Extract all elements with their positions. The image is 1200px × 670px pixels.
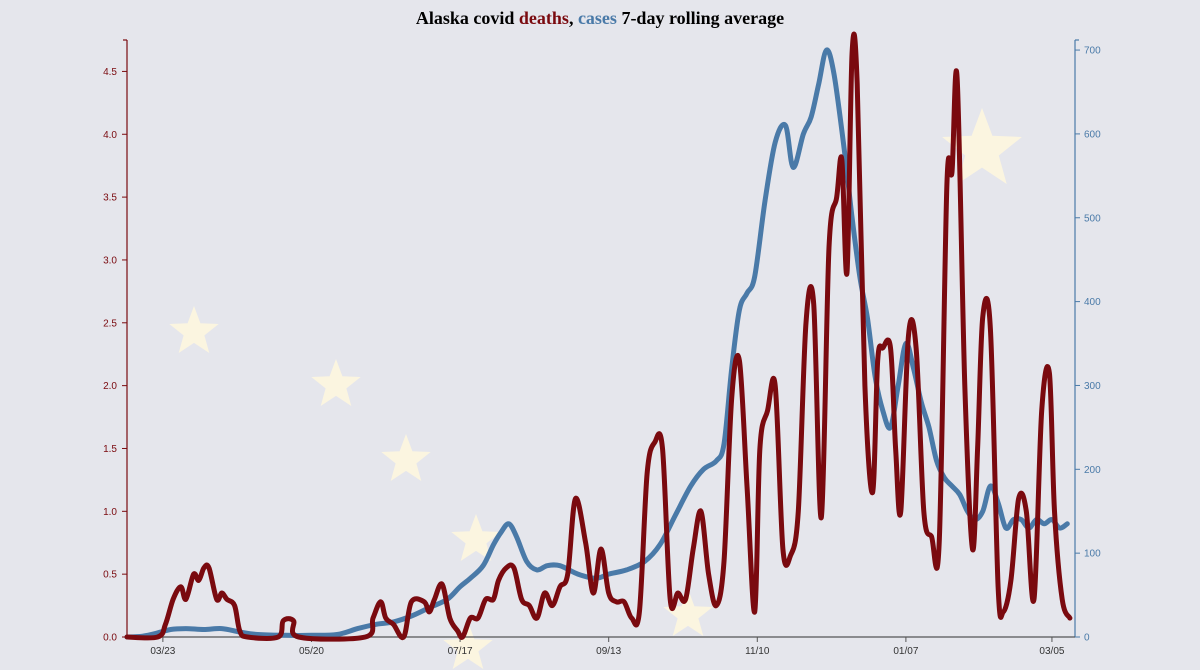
left-tick-label: 3.5 bbox=[103, 193, 117, 204]
left-tick-label: 4.0 bbox=[103, 130, 117, 141]
right-tick-label: 100 bbox=[1084, 549, 1101, 560]
star-icon bbox=[451, 514, 501, 561]
star-icon bbox=[169, 306, 219, 353]
star-icon bbox=[311, 359, 361, 406]
x-tick-label: 11/10 bbox=[745, 646, 770, 657]
left-tick-label: 4.5 bbox=[103, 67, 117, 78]
right-tick-label: 200 bbox=[1084, 465, 1101, 476]
left-tick-label: 3.0 bbox=[103, 255, 117, 266]
x-tick-label: 03/05 bbox=[1039, 646, 1064, 657]
right-tick-label: 600 bbox=[1084, 129, 1101, 140]
x-tick-label: 03/23 bbox=[150, 646, 175, 657]
star-icon bbox=[663, 589, 713, 636]
title-part-3: , bbox=[568, 8, 578, 28]
right-tick-label: 500 bbox=[1084, 213, 1101, 224]
title-deaths-word: deaths bbox=[518, 8, 569, 28]
x-tick-label: 05/20 bbox=[299, 646, 324, 657]
left-tick-label: 0.0 bbox=[103, 633, 117, 644]
right-tick-label: 700 bbox=[1084, 46, 1101, 57]
title-part-1: Alaska covid bbox=[415, 8, 519, 28]
left-tick-label: 2.5 bbox=[103, 318, 117, 329]
left-tick-label: 1.0 bbox=[103, 507, 117, 518]
right-tick-label: 0 bbox=[1084, 633, 1090, 644]
left-tick-label: 1.5 bbox=[103, 444, 117, 455]
title-part-5: 7-day rolling average bbox=[616, 8, 785, 28]
north-star-icon bbox=[942, 108, 1022, 184]
chart-title: Alaska covid deaths, cases 7-day rolling… bbox=[0, 8, 1200, 29]
star-icon bbox=[443, 622, 493, 669]
cases-series-line bbox=[124, 47, 1070, 640]
star-icon bbox=[381, 434, 431, 481]
left-tick-label: 2.0 bbox=[103, 381, 117, 392]
x-tick-label: 09/13 bbox=[596, 646, 621, 657]
x-tick-label: 01/07 bbox=[893, 646, 918, 657]
title-cases-word: cases bbox=[577, 8, 617, 28]
x-tick-label: 07/17 bbox=[448, 646, 473, 657]
deaths-series-line bbox=[124, 31, 1073, 642]
right-tick-label: 400 bbox=[1084, 297, 1101, 308]
right-tick-label: 300 bbox=[1084, 381, 1101, 392]
left-tick-label: 0.5 bbox=[103, 570, 117, 581]
